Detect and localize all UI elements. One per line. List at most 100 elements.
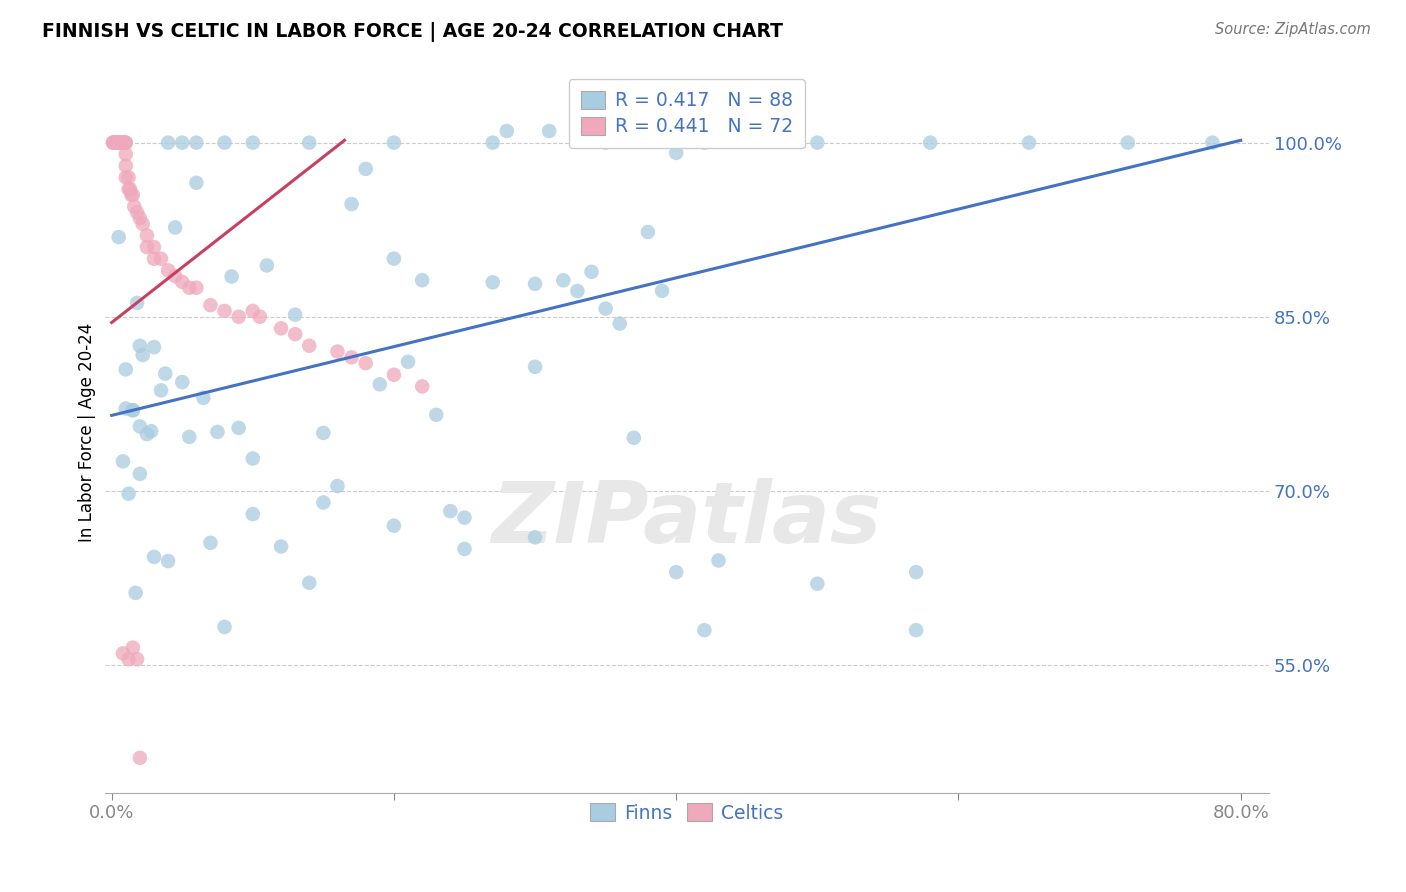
Point [207, 425, 229, 439]
Point [298, 575, 321, 590]
Point [105, 136, 128, 150]
Point [481, 136, 503, 150]
Point [214, 620, 236, 634]
Point [193, 391, 215, 405]
Point [103, 136, 125, 150]
Point [623, 431, 645, 445]
Point [112, 136, 135, 150]
Point [141, 424, 163, 438]
Point [121, 187, 143, 202]
Point [110, 136, 132, 150]
Point [249, 310, 271, 324]
Point [104, 136, 127, 150]
Point [122, 199, 145, 213]
Point [107, 136, 129, 150]
Point [228, 310, 250, 324]
Point [107, 136, 129, 150]
Point [186, 176, 208, 190]
Point [114, 159, 136, 173]
Point [103, 136, 125, 150]
Point [411, 273, 433, 287]
Point [143, 549, 166, 564]
Point [101, 136, 124, 150]
Point [114, 362, 136, 376]
Point [128, 467, 150, 481]
Point [112, 136, 135, 150]
Point [270, 321, 292, 335]
Point [172, 375, 194, 389]
Point [114, 401, 136, 416]
Point [114, 136, 136, 150]
Point [382, 136, 405, 150]
Text: ZIPatlas: ZIPatlas [492, 478, 882, 561]
Point [312, 425, 335, 440]
Text: Source: ZipAtlas.com: Source: ZipAtlas.com [1215, 22, 1371, 37]
Point [103, 136, 125, 150]
Point [553, 273, 575, 287]
Point [136, 240, 159, 254]
Point [157, 136, 180, 150]
Point [665, 565, 688, 579]
Point [425, 408, 447, 422]
Point [107, 136, 129, 150]
Point [326, 479, 349, 493]
Text: FINNISH VS CELTIC IN LABOR FORCE | AGE 20-24 CORRELATION CHART: FINNISH VS CELTIC IN LABOR FORCE | AGE 2… [42, 22, 783, 42]
Point [128, 751, 150, 765]
Point [495, 124, 517, 138]
Point [105, 136, 128, 150]
Point [104, 136, 127, 150]
Point [382, 518, 405, 533]
Point [595, 136, 617, 150]
Point [157, 263, 180, 277]
Point [118, 182, 141, 196]
Point [107, 136, 129, 150]
Y-axis label: In Labor Force | Age 20-24: In Labor Force | Age 20-24 [79, 323, 96, 542]
Point [242, 507, 264, 521]
Point [368, 377, 391, 392]
Point [693, 136, 716, 150]
Point [298, 339, 321, 353]
Point [128, 339, 150, 353]
Point [117, 182, 139, 196]
Point [131, 217, 153, 231]
Point [693, 623, 716, 637]
Point [150, 252, 173, 266]
Point [121, 640, 143, 655]
Point [340, 197, 363, 211]
Point [131, 348, 153, 362]
Point [1201, 136, 1223, 150]
Point [125, 205, 148, 219]
Point [581, 265, 603, 279]
Point [214, 304, 236, 318]
Point [117, 170, 139, 185]
Point [1116, 136, 1139, 150]
Point [111, 136, 134, 150]
Point [128, 211, 150, 225]
Point [354, 161, 377, 176]
Point [284, 327, 307, 342]
Point [567, 284, 589, 298]
Point [179, 281, 201, 295]
Point [108, 136, 131, 150]
Point [665, 145, 688, 160]
Point [200, 536, 222, 550]
Point [284, 308, 307, 322]
Point [312, 495, 335, 509]
Point [707, 553, 730, 567]
Point [121, 403, 143, 417]
Point [256, 259, 278, 273]
Point [920, 136, 942, 150]
Point [157, 554, 180, 568]
Point [117, 486, 139, 500]
Point [136, 427, 159, 442]
Point [270, 540, 292, 554]
Point [108, 136, 131, 150]
Point [228, 421, 250, 435]
Point [114, 170, 136, 185]
Point [111, 646, 134, 660]
Point [150, 384, 173, 398]
Point [200, 298, 222, 312]
Point [143, 340, 166, 354]
Point [104, 136, 127, 150]
Point [104, 136, 127, 150]
